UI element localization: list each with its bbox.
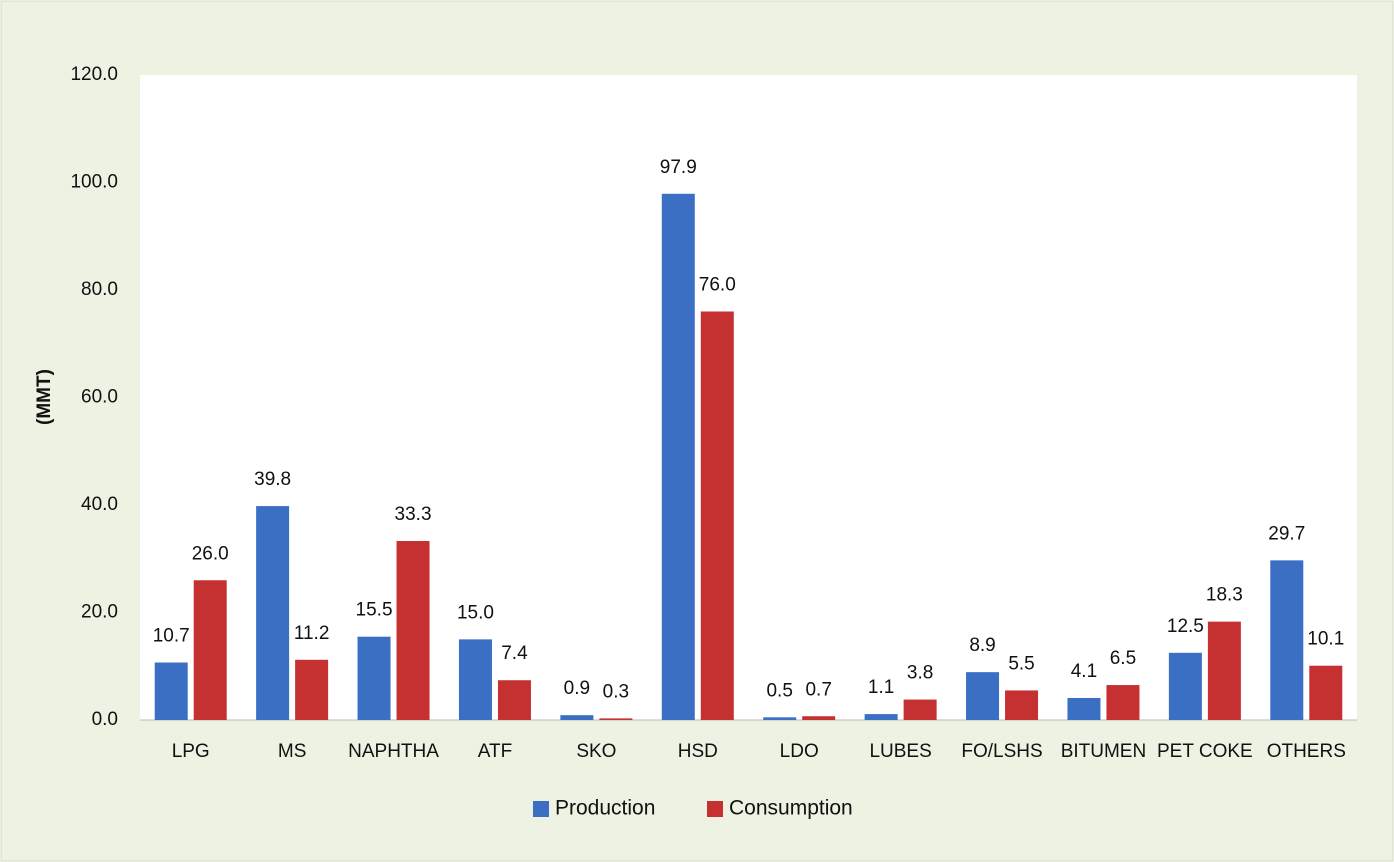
- legend-label: Production: [555, 797, 655, 820]
- data-label: 33.3: [395, 504, 432, 525]
- bar: [1005, 690, 1039, 720]
- bar: [1309, 665, 1343, 720]
- x-tick-label: MS: [278, 741, 307, 762]
- data-label: 0.9: [564, 678, 590, 699]
- bar: [154, 662, 188, 720]
- y-tick-label: 60.0: [81, 387, 118, 408]
- data-label: 39.8: [254, 469, 291, 490]
- x-tick-label: LDO: [780, 741, 819, 762]
- legend-label: Consumption: [729, 797, 853, 820]
- x-tick-label: HSD: [678, 741, 718, 762]
- bar: [763, 717, 797, 720]
- bar: [295, 659, 329, 720]
- bar: [1067, 697, 1101, 720]
- x-tick-label: LUBES: [869, 741, 931, 762]
- x-tick-label: OTHERS: [1267, 741, 1346, 762]
- bar: [357, 636, 391, 720]
- data-label: 0.3: [603, 681, 629, 702]
- data-label: 10.1: [1307, 629, 1344, 650]
- data-label: 5.5: [1008, 653, 1034, 674]
- data-label: 8.9: [969, 635, 995, 656]
- data-label: 4.1: [1071, 661, 1097, 682]
- bar: [661, 193, 695, 721]
- y-tick-label: 120.0: [70, 64, 118, 85]
- legend-swatch: [533, 801, 549, 817]
- bar: [700, 311, 734, 720]
- data-label: 11.2: [294, 623, 330, 644]
- data-label: 29.7: [1268, 523, 1305, 544]
- data-label: 15.5: [356, 600, 393, 621]
- data-label: 15.0: [457, 602, 494, 623]
- y-tick-label: 80.0: [81, 279, 118, 300]
- y-axis-label: (MMT): [34, 369, 55, 425]
- data-label: 1.1: [868, 677, 894, 698]
- x-tick-label: PET COKE: [1157, 741, 1253, 762]
- bar: [1168, 652, 1202, 720]
- data-label: 3.8: [907, 663, 933, 684]
- bar: [802, 716, 836, 720]
- x-tick-label: FO/LSHS: [961, 741, 1042, 762]
- bar: [560, 715, 594, 720]
- bar: [599, 718, 633, 720]
- data-label: 7.4: [501, 643, 528, 664]
- data-label: 6.5: [1110, 648, 1136, 669]
- bar: [1207, 621, 1241, 720]
- data-label: 97.9: [660, 157, 697, 178]
- x-tick-label: BITUMEN: [1061, 741, 1147, 762]
- y-tick-label: 40.0: [81, 494, 118, 515]
- y-tick-label: 20.0: [81, 602, 118, 623]
- x-tick-label: ATF: [478, 741, 512, 762]
- data-label: 10.7: [153, 626, 190, 647]
- bar: [256, 506, 290, 720]
- legend-swatch: [707, 801, 723, 817]
- data-label: 0.5: [766, 680, 792, 701]
- x-tick-label: LPG: [172, 741, 210, 762]
- bar: [497, 680, 531, 720]
- bar: [903, 699, 937, 720]
- data-label: 12.5: [1167, 616, 1204, 637]
- data-label: 0.7: [805, 679, 831, 700]
- y-tick-label: 100.0: [70, 172, 118, 193]
- data-label: 18.3: [1206, 585, 1243, 606]
- bar: [1106, 685, 1140, 720]
- y-tick-label: 0.0: [92, 709, 118, 730]
- data-label: 76.0: [699, 275, 736, 296]
- x-tick-label: SKO: [576, 741, 616, 762]
- x-tick-label: NAPHTHA: [348, 741, 439, 762]
- data-label: 26.0: [192, 543, 229, 564]
- bar: [458, 639, 492, 720]
- bar: [966, 672, 1000, 720]
- bar: [396, 541, 430, 720]
- bar: [864, 714, 898, 720]
- plot-area: [140, 75, 1357, 720]
- bar: [193, 580, 227, 720]
- bar: [1270, 560, 1304, 720]
